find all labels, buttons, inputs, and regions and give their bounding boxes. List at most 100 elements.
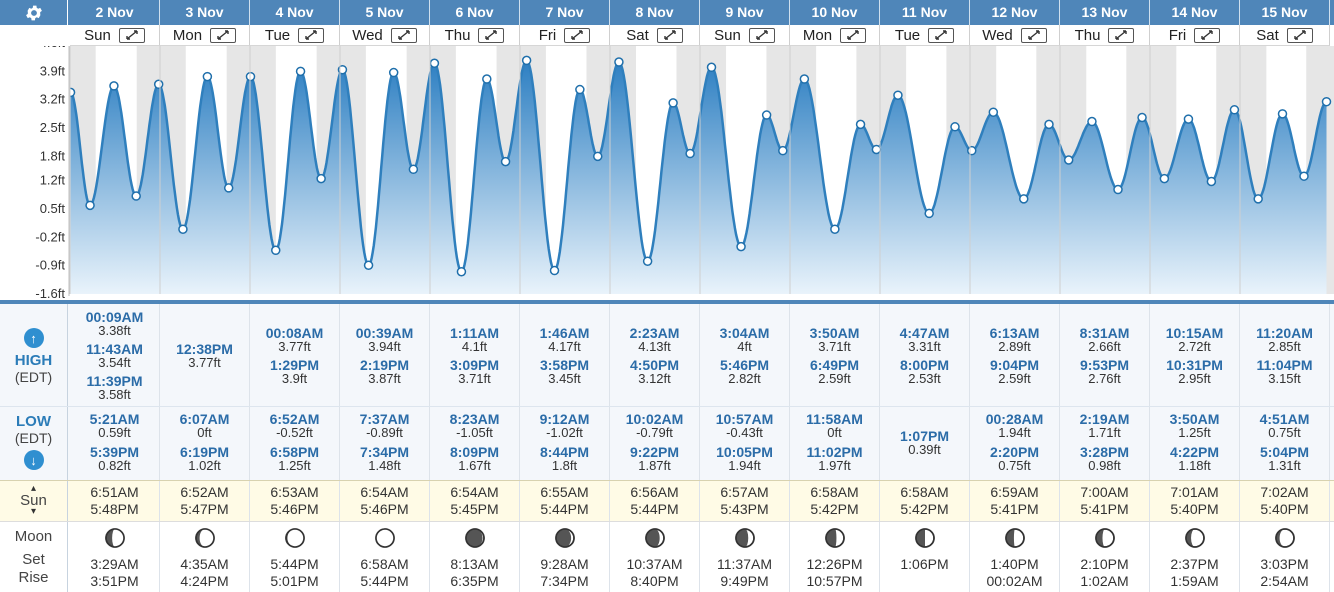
- tide-point[interactable]: [642, 256, 653, 266]
- expand-day-button[interactable]: [298, 27, 325, 43]
- tide-point[interactable]: [967, 145, 977, 156]
- tide-point[interactable]: [67, 87, 76, 98]
- tide-point[interactable]: [593, 151, 603, 162]
- expand-day-button[interactable]: [1108, 27, 1135, 43]
- tide-point[interactable]: [761, 110, 772, 120]
- tide-point[interactable]: [521, 55, 532, 66]
- tide-point[interactable]: [408, 164, 419, 175]
- tide-point[interactable]: [429, 58, 440, 68]
- tide-point[interactable]: [131, 191, 141, 201]
- expand-day-button[interactable]: [1286, 27, 1313, 43]
- tide-point[interactable]: [1299, 171, 1309, 181]
- tide-point[interactable]: [271, 245, 281, 256]
- tide-point[interactable]: [668, 98, 678, 108]
- expand-day-button[interactable]: [118, 27, 145, 43]
- expand-icon: [571, 30, 583, 40]
- tide-point[interactable]: [1019, 194, 1029, 204]
- tide-point[interactable]: [614, 57, 624, 67]
- high-tide-height: 3.94ft: [368, 339, 401, 354]
- date-header-cell[interactable]: 11 Nov: [880, 0, 970, 25]
- tide-point[interactable]: [316, 173, 326, 184]
- tide-point[interactable]: [830, 224, 840, 234]
- tide-point[interactable]: [456, 266, 467, 277]
- tide-point[interactable]: [549, 265, 560, 276]
- tide-point[interactable]: [988, 107, 999, 117]
- expand-day-button[interactable]: [1020, 27, 1047, 43]
- expand-day-button[interactable]: [564, 27, 591, 43]
- date-header-cell[interactable]: 14 Nov: [1150, 0, 1240, 25]
- tide-point[interactable]: [950, 122, 960, 132]
- date-header-cell[interactable]: 3 Nov: [160, 0, 250, 25]
- date-header-cell[interactable]: 13 Nov: [1060, 0, 1150, 25]
- date-header-cell[interactable]: 15 Nov: [1240, 0, 1330, 25]
- sunset-time: 5:47PM: [180, 501, 229, 517]
- date-header-cell[interactable]: 5 Nov: [340, 0, 430, 25]
- tide-point[interactable]: [363, 260, 374, 271]
- moon-phase-icon: [644, 528, 665, 548]
- tide-point[interactable]: [685, 148, 695, 159]
- expand-day-button[interactable]: [478, 27, 505, 43]
- tide-point[interactable]: [1229, 105, 1240, 115]
- date-header-cell[interactable]: 9 Nov: [700, 0, 790, 25]
- expand-day-button[interactable]: [840, 27, 867, 43]
- moonrise-time: 2:54AM: [1260, 573, 1309, 589]
- date-header-cell[interactable]: 10 Nov: [790, 0, 880, 25]
- expand-day-button[interactable]: [210, 27, 237, 43]
- low-tide-cell: 2:19AM 1.71ft 3:28PM 0.98ft: [1060, 407, 1150, 480]
- date-header-cell[interactable]: 6 Nov: [430, 0, 520, 25]
- high-tide-cell: 00:09AM 3.38ft 11:43AM 3.54ft 11:39PM 3.58ft: [70, 304, 160, 406]
- tide-point[interactable]: [1159, 173, 1170, 184]
- moonrise-time: 1:02AM: [1080, 573, 1129, 589]
- tide-point[interactable]: [855, 119, 866, 130]
- tide-point[interactable]: [500, 156, 511, 167]
- sun-times-cell: 7:00AM 5:41PM: [1060, 481, 1150, 521]
- tide-point[interactable]: [1113, 184, 1123, 195]
- tide-point[interactable]: [871, 144, 882, 155]
- tide-point[interactable]: [575, 84, 585, 95]
- tide-point[interactable]: [924, 208, 934, 219]
- sun-times-cell: 6:51AM 5:48PM: [70, 481, 160, 521]
- moonset-time: 12:26PM: [806, 556, 863, 572]
- tide-point[interactable]: [1253, 194, 1263, 204]
- date-header-cell[interactable]: 4 Nov: [250, 0, 340, 25]
- date-header-cell[interactable]: 7 Nov: [520, 0, 610, 25]
- sunrise-time: 6:59AM: [990, 484, 1039, 500]
- tide-point[interactable]: [1321, 96, 1332, 107]
- sunset-time: 5:45PM: [450, 501, 499, 517]
- moon-phase-icon: [554, 528, 575, 548]
- date-header-cell[interactable]: 12 Nov: [970, 0, 1060, 25]
- tide-point[interactable]: [799, 74, 810, 84]
- tide-point[interactable]: [1277, 109, 1288, 119]
- date-header-cell[interactable]: 2 Nov: [70, 0, 160, 25]
- tide-point[interactable]: [893, 90, 903, 100]
- tide-point[interactable]: [202, 71, 213, 82]
- settings-button[interactable]: [0, 0, 68, 25]
- date-header-cell[interactable]: 8 Nov: [610, 0, 700, 25]
- tide-point[interactable]: [153, 79, 164, 90]
- tide-point[interactable]: [1044, 119, 1054, 130]
- expand-day-button[interactable]: [390, 27, 417, 43]
- sunrise-time: 6:58AM: [900, 484, 949, 500]
- tide-point[interactable]: [223, 183, 234, 193]
- tide-point[interactable]: [388, 67, 399, 78]
- tide-point[interactable]: [778, 145, 788, 156]
- tide-point[interactable]: [85, 200, 95, 211]
- expand-day-button[interactable]: [656, 27, 683, 43]
- tide-point[interactable]: [1063, 155, 1074, 165]
- tide-point[interactable]: [1137, 112, 1147, 123]
- tide-point[interactable]: [482, 74, 492, 84]
- expand-day-button[interactable]: [748, 27, 775, 43]
- tide-point[interactable]: [178, 224, 188, 234]
- tide-point[interactable]: [1087, 116, 1097, 127]
- expand-day-button[interactable]: [1194, 27, 1221, 43]
- tide-point[interactable]: [706, 62, 717, 73]
- tide-point[interactable]: [1183, 114, 1194, 124]
- tide-point[interactable]: [109, 81, 119, 91]
- moonset-label: Set: [22, 551, 45, 568]
- y-axis-panel: [0, 46, 69, 296]
- tide-point[interactable]: [1206, 176, 1217, 187]
- tide-point[interactable]: [736, 241, 746, 252]
- expand-day-button[interactable]: [928, 27, 955, 43]
- tide-point[interactable]: [295, 66, 306, 77]
- y-axis-tick-label: 3.9ft: [40, 63, 66, 78]
